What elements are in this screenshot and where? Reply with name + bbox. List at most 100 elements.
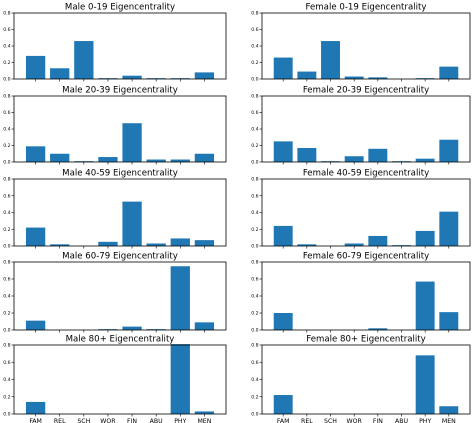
y-tick-label: 0.2 (251, 311, 258, 317)
y-tick-label: 0.4 (251, 210, 258, 216)
subplot-7: Female 60-79 Eigencentrality 0.0 0.2 0.4 0.6… (251, 252, 471, 334)
bar-wor (98, 157, 118, 162)
y-tick-label: 0.4 (251, 377, 258, 383)
bar-men (194, 322, 215, 330)
y-tick-label: 0.8 (251, 177, 258, 183)
bar-phy (170, 344, 190, 414)
y-tick-label: 0.6 (251, 360, 258, 366)
subplot-0: Male 0-19 Eigencentrality 0.0 0.2 0.4 0.6 0.8 (3, 3, 227, 83)
subplot-6: Male 60-79 Eigencentrality 0.0 0.2 0.4 0.6 0.… (3, 252, 227, 334)
y-tick-label: 0.6 (3, 360, 10, 366)
y-tick-label: 0.2 (251, 394, 258, 400)
y-tick-label: 0.0 (251, 412, 258, 418)
y-tick-label: 0.6 (251, 27, 258, 33)
bar-rel (50, 153, 70, 162)
y-tick-label: 0.0 (251, 244, 258, 250)
bar-fin (368, 148, 388, 162)
bar-phy (415, 355, 435, 414)
bar-wor (344, 243, 364, 246)
y-tick-label: 0.8 (3, 94, 10, 100)
x-tick-label: ABU (395, 418, 408, 423)
bar-men (194, 72, 215, 79)
y-tick-label: 0.8 (251, 94, 258, 100)
y-tick-label: 0.2 (251, 60, 258, 66)
x-tick-label: WOR (347, 418, 363, 423)
x-tick-label: PHY (419, 418, 431, 423)
y-tick-label: 0.6 (251, 193, 258, 199)
bar-fam (273, 395, 293, 414)
axes-frame (13, 344, 227, 415)
y-tick-label: 0.2 (251, 143, 258, 149)
bar-abu (146, 329, 166, 330)
bar-sch (321, 161, 340, 162)
y-tick-label: 0.2 (251, 227, 258, 233)
bar-fam (25, 320, 46, 330)
y-tick-label: 0.8 (251, 343, 258, 349)
subplot-4: Male 40-59 Eigencentrality 0.0 0.2 0.4 0.6 0.… (3, 169, 227, 250)
y-tick-label: 0.4 (251, 127, 258, 133)
x-tick-label: ABU (150, 418, 163, 423)
y-tick-label: 0.4 (3, 294, 10, 300)
y-tick-label: 0.0 (3, 77, 10, 83)
axes-frame (13, 12, 227, 80)
bar-fin (122, 123, 142, 162)
bar-abu (146, 243, 166, 246)
subplot-title: Female 0-19 Eigencentrality (306, 3, 427, 13)
bar-abu (146, 78, 166, 79)
y-tick-label: 0.4 (251, 44, 258, 50)
bar-sch (74, 161, 94, 162)
axes-frame (13, 95, 227, 163)
x-tick-label: FIN (127, 418, 137, 423)
x-tick-label: FAM (29, 418, 42, 423)
y-tick-label: 0.6 (3, 277, 10, 283)
subplot-title: Male 60-79 Eigencentrality (62, 252, 178, 262)
y-tick-label: 0.2 (3, 311, 10, 317)
y-tick-label: 0.0 (3, 160, 10, 166)
bar-men (194, 411, 215, 414)
bar-rel (50, 244, 70, 246)
bar-fam (25, 55, 46, 79)
subplot-title: Male 40-59 Eigencentrality (62, 169, 178, 179)
bar-fam (273, 313, 293, 330)
bar-abu (392, 161, 411, 162)
subplot-5: Female 40-59 Eigencentrality 0.0 0.2 0.4 0.6… (251, 169, 471, 250)
y-tick-label: 0.0 (3, 244, 10, 250)
y-tick-label: 0.4 (3, 210, 10, 216)
bar-fin (122, 201, 142, 246)
subplot-3: Female 20-39 Eigencentrality 0.0 0.2 0.4 0.6… (251, 86, 471, 166)
y-tick-label: 0.8 (3, 343, 10, 349)
y-tick-label: 0.6 (251, 110, 258, 116)
y-tick-label: 0.0 (251, 77, 258, 83)
subplot-9: Female 80+ Eigencentrality 0.0 0.2 0.4 0.6 0.… (251, 335, 471, 423)
bar-fin (122, 75, 142, 79)
bar-wor (344, 156, 364, 162)
subplot-title: Male 20-39 Eigencentrality (62, 86, 178, 96)
bar-fin (368, 235, 388, 246)
bar-rel (297, 244, 317, 246)
y-tick-label: 0.4 (3, 377, 10, 383)
y-tick-label: 0.8 (251, 11, 258, 17)
subplot-title: Male 0-19 Eigencentrality (65, 3, 175, 13)
bar-fam (25, 401, 46, 414)
bar-fin (122, 326, 142, 330)
bar-phy (415, 230, 435, 246)
subplot-title: Female 80+ Eigencentrality (306, 335, 426, 345)
y-tick-label: 0.0 (3, 328, 10, 334)
y-tick-label: 0.8 (251, 260, 258, 266)
y-tick-label: 0.6 (251, 277, 258, 283)
y-tick-label: 0.6 (3, 193, 10, 199)
bar-phy (170, 238, 190, 246)
axes-frame (13, 178, 227, 247)
x-tick-label: REL (54, 418, 66, 423)
y-tick-label: 0.2 (3, 60, 10, 66)
x-tick-label: FIN (373, 418, 383, 423)
subplot-title: Female 20-39 Eigencentrality (303, 86, 429, 96)
x-tick-label: FAM (277, 418, 290, 423)
bar-men (439, 139, 459, 162)
bar-rel (297, 71, 317, 79)
x-tick-label: SCH (77, 418, 90, 423)
bar-men (194, 153, 215, 162)
bar-wor (98, 78, 118, 79)
bar-wor (344, 76, 364, 79)
